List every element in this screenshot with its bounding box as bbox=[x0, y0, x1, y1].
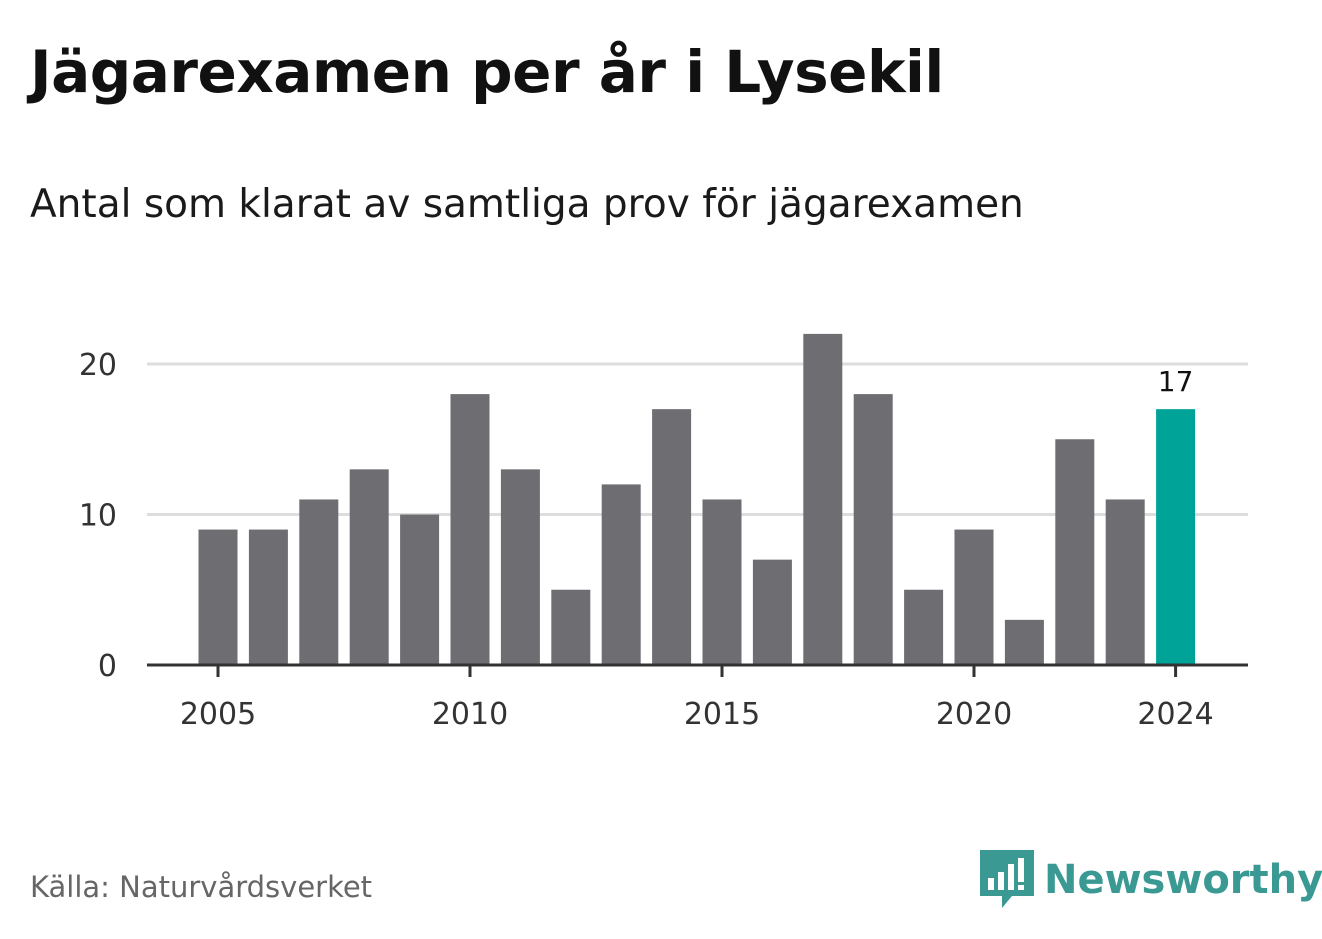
source-note: Källa: Naturvårdsverket bbox=[30, 870, 373, 904]
bar-2012 bbox=[551, 589, 591, 665]
x-tick-label-2015: 2015 bbox=[684, 697, 760, 732]
brand-logo: Newsworthy bbox=[980, 850, 1322, 910]
bar-2014 bbox=[652, 409, 692, 665]
x-tick-label-2005: 2005 bbox=[180, 697, 256, 732]
bar-2011 bbox=[500, 469, 540, 665]
brand-name: Newsworthy bbox=[1044, 857, 1322, 903]
newsworthy-logo-icon bbox=[980, 850, 1034, 908]
bar-2010 bbox=[450, 394, 490, 665]
bar-2005 bbox=[198, 529, 238, 665]
chart-title: Jägarexamen per år i Lysekil bbox=[30, 38, 944, 106]
bar-2017 bbox=[803, 333, 843, 665]
bar-2018 bbox=[853, 394, 893, 665]
bar-2022 bbox=[1055, 439, 1095, 665]
y-tick-label-10: 10 bbox=[79, 499, 117, 534]
bar-2021 bbox=[1004, 619, 1044, 665]
x-tick-label-2024: 2024 bbox=[1137, 697, 1213, 732]
bar-chart: 0 10 20 17 2005 2010 2015 2020 2024 bbox=[79, 333, 1248, 732]
y-tick-label-0: 0 bbox=[98, 649, 117, 684]
data-label-2024: 17 bbox=[1158, 365, 1194, 398]
bar-2020 bbox=[954, 529, 994, 665]
bar-2013 bbox=[601, 484, 641, 665]
bar-2016 bbox=[752, 559, 792, 665]
x-tick-label-2020: 2020 bbox=[936, 697, 1012, 732]
bar-2007 bbox=[299, 499, 339, 665]
bar-2006 bbox=[248, 529, 288, 665]
x-tick-label-2010: 2010 bbox=[432, 697, 508, 732]
y-tick-label-20: 20 bbox=[79, 348, 117, 383]
bar-2023 bbox=[1105, 499, 1145, 665]
bar-2009 bbox=[400, 514, 440, 665]
bar-2008 bbox=[349, 469, 389, 665]
bar-2015 bbox=[702, 499, 742, 665]
bar-2024 bbox=[1156, 409, 1196, 665]
bar-2019 bbox=[904, 589, 944, 665]
chart-subtitle: Antal som klarat av samtliga prov för jä… bbox=[30, 182, 1024, 227]
